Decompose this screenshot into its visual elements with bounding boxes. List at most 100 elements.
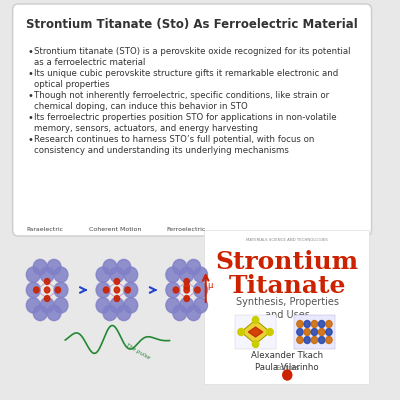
Circle shape	[26, 267, 40, 282]
Circle shape	[166, 267, 180, 282]
Circle shape	[33, 260, 47, 275]
Text: The pulse: The pulse	[125, 343, 150, 361]
FancyBboxPatch shape	[13, 4, 372, 236]
Circle shape	[304, 328, 310, 336]
Circle shape	[304, 320, 310, 328]
Text: Its ferroelectric properties position STO for applications in non-volatile
memor: Its ferroelectric properties position ST…	[34, 113, 337, 133]
Text: Synthesis, Properties
and Uses: Synthesis, Properties and Uses	[236, 297, 339, 320]
Text: MATERIALS SCIENCE AND TECHNOLOGIES: MATERIALS SCIENCE AND TECHNOLOGIES	[246, 238, 328, 242]
Text: •: •	[27, 69, 33, 79]
Circle shape	[326, 320, 332, 328]
Circle shape	[44, 296, 50, 302]
Circle shape	[54, 282, 68, 298]
Circle shape	[238, 328, 244, 336]
Circle shape	[33, 305, 47, 321]
Circle shape	[166, 298, 180, 313]
Circle shape	[297, 328, 303, 336]
Text: •: •	[27, 91, 33, 101]
Circle shape	[326, 328, 332, 336]
FancyBboxPatch shape	[294, 315, 335, 349]
Text: Research continues to harness STO’s full potential, with focus on
consistency an: Research continues to harness STO’s full…	[34, 135, 315, 155]
Circle shape	[180, 267, 194, 282]
Text: Editors: Editors	[275, 365, 299, 371]
Text: •: •	[27, 113, 33, 123]
Circle shape	[194, 282, 208, 298]
Text: Strontium Titanate (Sto) As Ferroelectric Material: Strontium Titanate (Sto) As Ferroelectri…	[26, 18, 358, 31]
Text: •: •	[27, 135, 33, 145]
Circle shape	[104, 287, 109, 293]
Circle shape	[173, 287, 178, 293]
FancyBboxPatch shape	[235, 315, 276, 349]
Text: Its unique cubic perovskite structure gifts it remarkable electronic and
optical: Its unique cubic perovskite structure gi…	[34, 69, 339, 89]
Circle shape	[194, 298, 208, 313]
Circle shape	[117, 305, 131, 321]
Circle shape	[103, 305, 117, 321]
Text: μ: μ	[208, 280, 213, 290]
Circle shape	[194, 267, 208, 282]
Circle shape	[124, 282, 138, 298]
Circle shape	[110, 298, 124, 313]
Text: Ferroelectric: Ferroelectric	[166, 227, 206, 232]
Text: Though not inherently ferroelectric, specific conditions, like strain or
chemica: Though not inherently ferroelectric, spe…	[34, 91, 330, 111]
Circle shape	[318, 320, 325, 328]
Text: Strontium titanate (STO) is a perovskite oxide recognized for its potential
as a: Strontium titanate (STO) is a perovskite…	[34, 47, 351, 67]
Circle shape	[311, 328, 318, 336]
Circle shape	[44, 278, 50, 284]
Circle shape	[180, 298, 194, 313]
Circle shape	[47, 305, 61, 321]
Circle shape	[96, 282, 110, 298]
Circle shape	[114, 296, 120, 302]
Text: Paraelectric: Paraelectric	[27, 227, 64, 232]
Circle shape	[252, 340, 259, 348]
Circle shape	[40, 298, 54, 313]
Circle shape	[252, 316, 259, 324]
Circle shape	[283, 370, 292, 380]
FancyBboxPatch shape	[204, 230, 369, 384]
Circle shape	[187, 305, 200, 321]
Circle shape	[124, 267, 138, 282]
Circle shape	[96, 298, 110, 313]
Circle shape	[318, 328, 325, 336]
Polygon shape	[241, 320, 270, 344]
Circle shape	[114, 278, 120, 284]
Circle shape	[96, 267, 110, 282]
Circle shape	[326, 336, 332, 344]
Circle shape	[47, 260, 61, 275]
Text: Coherent Motion: Coherent Motion	[89, 227, 141, 232]
Circle shape	[311, 336, 318, 344]
Circle shape	[195, 287, 200, 293]
Circle shape	[26, 298, 40, 313]
Text: Alexander Tkach
Paula Vilarinho: Alexander Tkach Paula Vilarinho	[251, 351, 323, 372]
Circle shape	[187, 260, 200, 275]
Polygon shape	[248, 327, 263, 337]
Circle shape	[173, 305, 187, 321]
Text: Strontium: Strontium	[216, 250, 359, 274]
Circle shape	[173, 260, 187, 275]
Text: Titanate: Titanate	[228, 274, 346, 298]
Circle shape	[124, 298, 138, 313]
Circle shape	[125, 287, 130, 293]
Circle shape	[110, 267, 124, 282]
Circle shape	[318, 336, 325, 344]
Circle shape	[40, 267, 54, 282]
Circle shape	[297, 336, 303, 344]
Circle shape	[184, 278, 189, 284]
Circle shape	[117, 260, 131, 275]
Circle shape	[311, 320, 318, 328]
Circle shape	[55, 287, 61, 293]
Circle shape	[267, 328, 273, 336]
Circle shape	[34, 287, 39, 293]
Circle shape	[184, 287, 189, 293]
Circle shape	[26, 282, 40, 298]
Circle shape	[184, 296, 189, 302]
Circle shape	[103, 260, 117, 275]
Circle shape	[44, 287, 50, 293]
Circle shape	[304, 336, 310, 344]
Text: •: •	[27, 47, 33, 57]
Circle shape	[114, 287, 120, 293]
Circle shape	[54, 298, 68, 313]
Circle shape	[297, 320, 303, 328]
Circle shape	[166, 282, 180, 298]
Circle shape	[184, 284, 189, 290]
Circle shape	[54, 267, 68, 282]
